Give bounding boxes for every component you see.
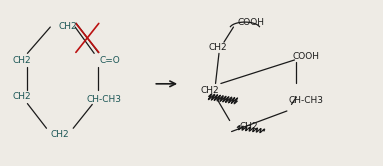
Text: CH2: CH2 [239, 122, 258, 131]
Text: CH2: CH2 [51, 129, 69, 139]
Text: CH-CH3: CH-CH3 [86, 95, 121, 104]
Text: CH-CH3: CH-CH3 [288, 96, 324, 105]
Text: CH2: CH2 [209, 43, 228, 52]
Text: CH2: CH2 [12, 92, 31, 101]
Text: CH2: CH2 [58, 22, 77, 31]
Text: COOH: COOH [293, 52, 319, 61]
Text: COOH: COOH [237, 18, 264, 27]
Text: CH2: CH2 [12, 56, 31, 65]
Text: C=O: C=O [99, 56, 120, 65]
Text: CH2: CH2 [201, 86, 219, 95]
